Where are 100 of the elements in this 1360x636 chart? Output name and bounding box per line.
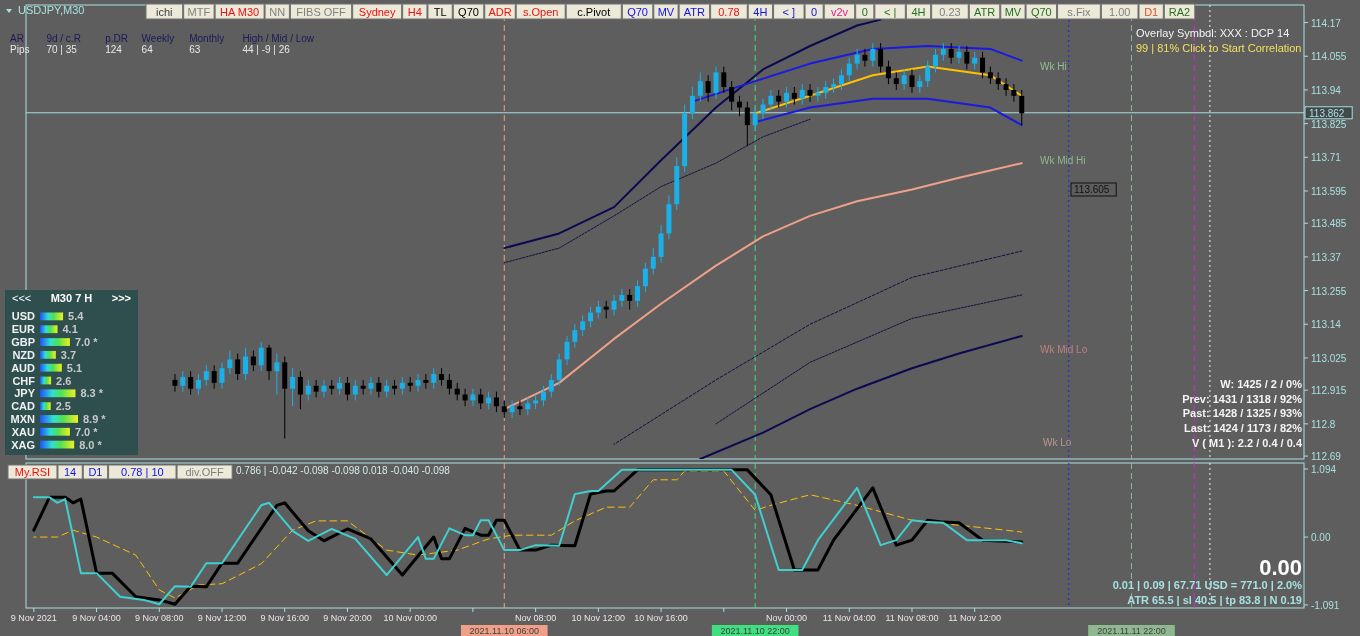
category-label: Q70 (1030, 6, 1052, 18)
category-label: HA M30 (220, 6, 260, 18)
x-tick-label: 10 Nov 16:00 (634, 613, 688, 623)
y-tick-label: 112.915 (1311, 385, 1347, 397)
data-label: 8.0 * (79, 438, 103, 451)
category-label: < ] (782, 6, 796, 18)
category-label: 4H (911, 6, 926, 18)
x-tick-label: 11 Nov 04:00 (822, 613, 876, 623)
annotation: div.OFF (185, 466, 225, 478)
annotation: W: 1425 / 2 / 0% (1220, 378, 1303, 390)
category-label: 0.78 (718, 6, 740, 18)
text: 124 (105, 44, 122, 55)
y-tick-label: 114.17 (1311, 17, 1342, 29)
data-label: 5.1 (66, 361, 83, 374)
annotation: V ( M1 ): 2.2 / 0.4 / 0.4 (1191, 437, 1303, 449)
annotation: 0.00 (1259, 555, 1302, 580)
category-label: Q70 (458, 6, 479, 18)
data-label: 5.4 (68, 310, 85, 323)
category-label: Sydney (358, 6, 396, 18)
category-label: RA2 (1168, 6, 1191, 18)
data-label: 2.5 (55, 400, 71, 413)
y-tick-label: MXN (10, 412, 36, 425)
ref-line-label: 2021.11.11 22:00 (1097, 626, 1166, 636)
text: Pips (10, 44, 30, 55)
y-tick-label: -1.091 (1311, 599, 1340, 611)
y-tick-label: CAD (11, 400, 36, 413)
category-label: TL (433, 6, 447, 18)
y-tick-label: JPY (14, 387, 36, 400)
y-tick-label: 113.485 (1311, 218, 1347, 230)
annotation: Wk Lo (1043, 437, 1072, 448)
text: 70 | 35 (46, 44, 77, 55)
category-label: ATR (973, 6, 996, 18)
category-label: D1 (1144, 6, 1159, 18)
annotation: 0.786 | -0.042 -0.098 -0.098 0.018 -0.040 -0.098 (236, 465, 451, 476)
x-tick-label: 9 Nov 2021 (10, 613, 57, 623)
category-label: 9d / c.R (46, 33, 81, 44)
category-label: c.Pivot (577, 6, 611, 18)
category-label: ADR (488, 6, 512, 18)
annotation: 113.605 (1074, 184, 1110, 195)
y-tick-label: AUD (11, 361, 36, 374)
y-tick-label: 112.8 (1311, 418, 1336, 430)
y-tick-label: 112.69 (1311, 451, 1342, 463)
y-tick-label: 113.14 (1311, 319, 1342, 331)
y-tick-label: NZD (12, 348, 36, 361)
category-label: AR (10, 33, 24, 44)
category-label: v2v (830, 6, 849, 18)
annotation: My.RSI (14, 466, 51, 478)
annotation: D1 (88, 466, 103, 478)
text: 44 | -9 | 26 (242, 44, 290, 55)
y-tick-label: 113.595 (1311, 185, 1347, 197)
annotation: ATR 65.5 | sl 40.5 | tp 83.8 | N 0.19 (1127, 594, 1302, 606)
category-label: ichi (156, 6, 173, 18)
category-label: 0 (811, 6, 818, 18)
text: 64 (141, 44, 153, 55)
y-tick-label: 114.055 (1311, 51, 1347, 63)
category-label: s.Fix (1067, 6, 1092, 18)
y-tick-label: CHF (12, 374, 36, 387)
y-tick-label: 113.37 (1311, 251, 1342, 263)
data-label: 3.7 (60, 348, 77, 361)
category-label: ATR (683, 6, 706, 18)
category-label: H4 (407, 6, 422, 18)
data-label: 4.1 (62, 323, 78, 336)
data-label: 8.9 * (83, 412, 107, 425)
text: 63 (189, 44, 201, 55)
data-label: 7.0 * (74, 336, 99, 349)
x-tick-label: 10 Nov 12:00 (571, 613, 626, 623)
y-tick-label: 113.825 (1311, 118, 1347, 130)
y-tick-label: 113.255 (1311, 285, 1347, 297)
category-label: s.Open (522, 6, 559, 18)
category-label: NN (269, 6, 286, 18)
y-tick-label: 1.094 (1311, 463, 1337, 475)
data-label: 8.3 * (80, 387, 104, 400)
annotation: Past: 1428 / 1325 / 93% (1182, 407, 1303, 419)
category-label: p.DR (105, 33, 128, 44)
y-tick-label: GBP (11, 336, 35, 349)
x-tick-label: 9 Nov 12:00 (197, 613, 247, 623)
y-tick-label: XAG (11, 438, 35, 451)
annotation: 14 (64, 466, 77, 478)
category-label: < | (883, 6, 897, 18)
ref-line-label: 2021.11.10 06:00 (469, 626, 539, 636)
y-tick-label: 113.94 (1311, 84, 1342, 96)
x-tick-label: 9 Nov 20:00 (323, 613, 372, 623)
chart-title: M30 7 H (50, 292, 93, 304)
y-tick-label: 113.71 (1311, 152, 1342, 164)
category-label: FIBS OFF (296, 6, 347, 18)
category-label: 4H (753, 6, 768, 18)
annotation: Prev: 1431 / 1318 / 92% (1182, 393, 1303, 405)
y-tick-label: USD (11, 310, 36, 323)
annotation: Wk Mid Lo (1040, 344, 1088, 355)
annotation: Wk Hi (1040, 61, 1067, 72)
annotation: Overlay Symbol: XXX : DCP 14 (1136, 27, 1290, 39)
category-label: MV (657, 6, 675, 18)
annotation: Wk Mid Hi (1040, 155, 1086, 166)
data-label: 7.0 * (74, 425, 99, 438)
category-label: 1.00 (1108, 6, 1131, 18)
x-tick-label: Nov 08:00 (515, 613, 557, 623)
x-tick-label: 9 Nov 16:00 (260, 613, 310, 623)
ref-line-label: 2021.11.10 22:00 (720, 626, 790, 636)
x-tick-label: Nov 00:00 (766, 613, 808, 623)
x-tick-label: 9 Nov 04:00 (72, 613, 121, 623)
